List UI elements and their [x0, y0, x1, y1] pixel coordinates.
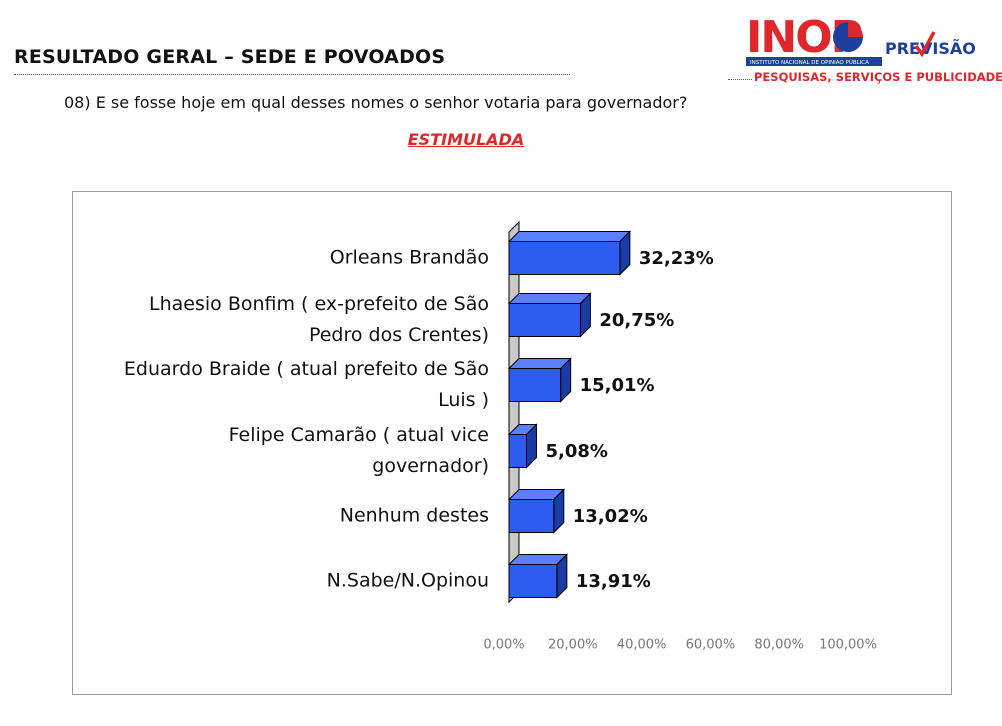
logo-pie-slice [848, 22, 863, 37]
bar [508, 434, 527, 468]
bar [508, 241, 621, 275]
bar [508, 303, 581, 337]
data-label: 13,02% [573, 506, 648, 527]
logo-check-icon [914, 31, 936, 58]
bar-chart: 32,23% Orleans Brandão 20,75% Lhaesio Bonfi… [124, 220, 877, 653]
bar-top [507, 231, 632, 242]
category-label: Felipe Camarão ( atual vice [229, 424, 489, 446]
data-label: 5,08% [545, 441, 607, 462]
data-label: 15,01% [580, 375, 655, 396]
title-divider [14, 74, 570, 75]
category-label: Luis ) [438, 389, 489, 411]
category-label: governador) [372, 455, 489, 477]
category-label: Orleans Brandão [330, 247, 489, 269]
bar [508, 499, 555, 533]
page-title: RESULTADO GERAL – SEDE E POVOADOS [14, 46, 446, 68]
category-label: Nenhum destes [340, 505, 489, 527]
logo-brand-suffix: PREVISÃO [885, 39, 976, 58]
logo-institute-band [746, 57, 882, 66]
x-tick-label: 40,00% [617, 638, 667, 653]
data-label: 20,75% [599, 310, 674, 331]
data-label: 13,91% [576, 571, 651, 592]
inop-logo: INOP PREVISÃO INSTITUTO NACIONAL DE OPIN… [746, 12, 976, 66]
data-label: 32,23% [639, 248, 714, 269]
x-tick-label: 0,00% [483, 638, 524, 653]
logo-institute-text: INSTITUTO NACIONAL DE OPINIÃO PÚBLICA [750, 59, 869, 66]
category-label: N.Sabe/N.Opinou [327, 570, 489, 592]
category-label: Pedro dos Crentes) [309, 324, 489, 346]
category-label: Eduardo Braide ( atual prefeito de São [124, 358, 489, 380]
bar-top [507, 358, 572, 369]
x-tick-label: 100,00% [819, 638, 877, 653]
bar-top [507, 293, 592, 304]
category-label: Lhaesio Bonfim ( ex-prefeito de São [149, 293, 489, 315]
chart-subtitle: ESTIMULADA [407, 130, 525, 149]
logo-tagline: PESQUISAS, SERVIÇOS E PUBLICIDADES [754, 70, 1002, 84]
chart-frame: 32,23% Orleans Brandão 20,75% Lhaesio Bonfi… [72, 191, 952, 695]
bar [508, 564, 558, 598]
bar [508, 368, 562, 402]
question-text: 08) E se fosse hoje em qual desses nomes… [64, 93, 688, 112]
x-tick-label: 20,00% [548, 638, 598, 653]
x-tick-label: 60,00% [686, 638, 736, 653]
x-tick-label: 80,00% [754, 638, 804, 653]
logo-divider [728, 79, 752, 80]
chart-side-wall [508, 220, 520, 604]
